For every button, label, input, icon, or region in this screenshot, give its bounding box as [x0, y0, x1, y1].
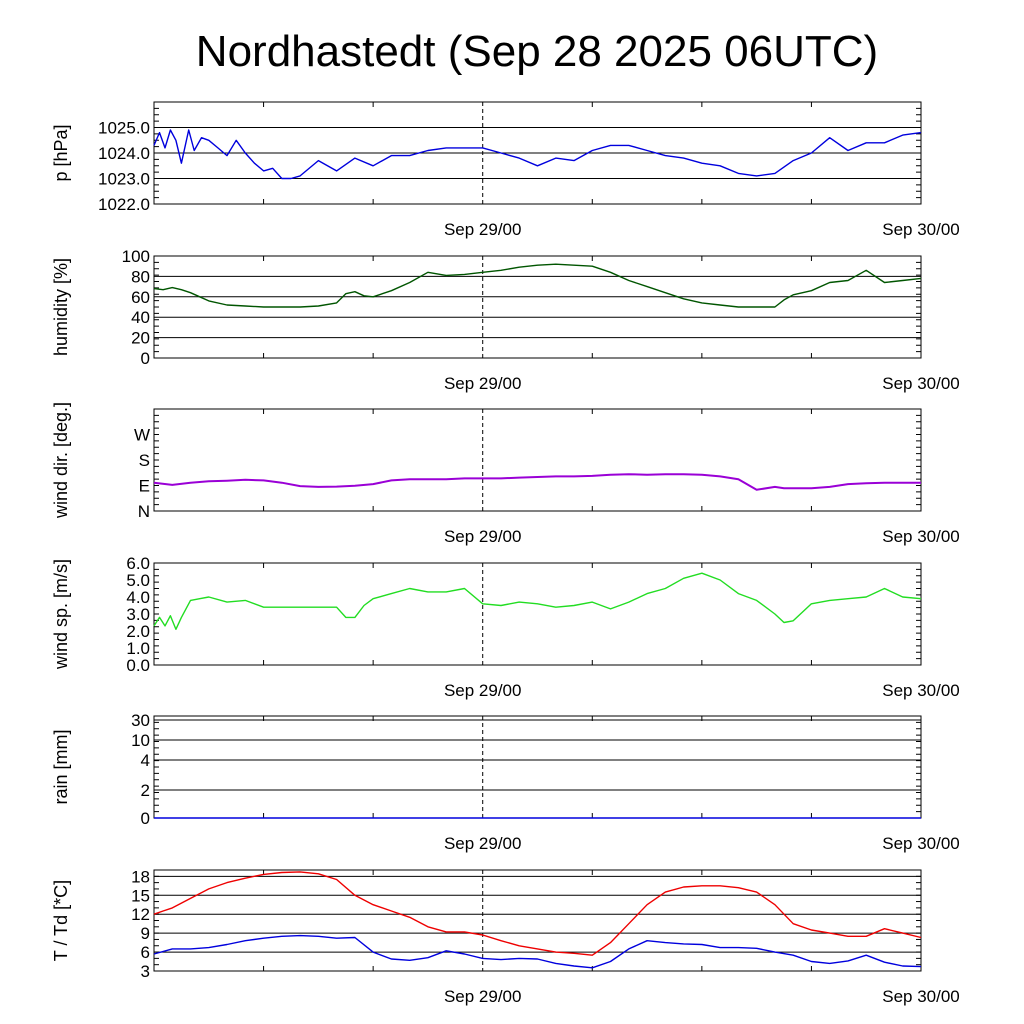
rain-ytick-label: 2: [141, 781, 150, 800]
wind-dir-ylabel: wind dir. [deg.]: [51, 402, 71, 519]
temperature-frame: [153, 869, 922, 972]
wind-speed-ytick-label: 0.0: [126, 656, 150, 675]
chart-title: Nordhastedt (Sep 28 2025 06UTC): [196, 27, 878, 76]
wind-speed-frame: [153, 562, 922, 666]
wind-speed-ytick-label: 2.0: [126, 622, 150, 641]
pressure-xtick-label: Sep 29/00: [444, 220, 522, 239]
pressure-series-line-0: [153, 129, 922, 180]
wind-speed-ytick-label: 6.0: [126, 554, 150, 573]
temperature-xtick-label: Sep 29/00: [444, 987, 522, 1006]
pressure-ytick-label: 1022.0: [98, 195, 150, 214]
humidity-ytick-label: 0: [141, 349, 150, 368]
wind-speed-ytick-label: 3.0: [126, 605, 150, 624]
rain-xtick-label: Sep 29/00: [444, 834, 522, 853]
wind-speed-ylabel: wind sp. [m/s]: [51, 559, 71, 670]
humidity-ytick-label: 40: [131, 308, 150, 327]
wind-dir-ytick-label: W: [134, 426, 150, 445]
wind-speed-xtick-label: Sep 30/00: [882, 681, 960, 700]
humidity-ytick-label: 80: [131, 267, 150, 286]
temperature-series-line-1: [153, 934, 922, 969]
wind-speed-ytick-label: 1.0: [126, 639, 150, 658]
temperature-ytick-label: 15: [131, 886, 150, 905]
temperature-ytick-label: 18: [131, 867, 150, 886]
humidity-ytick-label: 20: [131, 329, 150, 348]
rain-ytick-label: 10: [131, 731, 150, 750]
temperature-series-line-0: [153, 871, 922, 956]
wind-dir-xtick-label: Sep 29/00: [444, 527, 522, 546]
wind-speed-xtick-label: Sep 29/00: [444, 681, 522, 700]
humidity-ytick-label: 60: [131, 288, 150, 307]
pressure-ylabel: p [hPa]: [51, 124, 71, 181]
humidity-xtick-label: Sep 29/00: [444, 374, 522, 393]
temperature-ytick-label: 6: [141, 943, 150, 962]
wind-speed-series-line-0: [153, 572, 922, 630]
humidity-ylabel: humidity [%]: [51, 258, 71, 356]
wind-dir-series-line-0: [153, 473, 921, 491]
rain-frame: [153, 715, 922, 819]
pressure-ytick-label: 1025.0: [98, 119, 150, 138]
wind-dir-ytick-label: N: [138, 502, 150, 521]
pressure-panel: 1022.0 1023.0 1024.0 1025.0 p [hPa] Sep 29/00…: [51, 101, 960, 239]
pressure-ytick-label: 1023.0: [98, 170, 150, 189]
temperature-xtick-label: Sep 30/00: [882, 987, 960, 1006]
wind-dir-frame: [153, 408, 922, 512]
wind-speed-ytick-label: 4.0: [126, 588, 150, 607]
wind-dir-ytick-label: E: [139, 477, 150, 496]
wind-speed-panel: 0.01.02.03.04.05.06.0 wind sp. [m/s] Sep 2…: [51, 554, 960, 700]
temperature-ytick-label: 12: [131, 905, 150, 924]
pressure-xtick-label: Sep 30/00: [882, 220, 960, 239]
temperature-ytick-label: 3: [141, 962, 150, 981]
wind-dir-xtick-label: Sep 30/00: [882, 527, 960, 546]
pressure-ytick-label: 1024.0: [98, 144, 150, 163]
humidity-ytick-label: 100: [122, 247, 150, 266]
temperature-ytick-label: 9: [141, 924, 150, 943]
rain-ytick-label: 0: [141, 809, 150, 828]
temperature-ylabel: T / Td [*C]: [51, 880, 71, 961]
rain-ylabel: rain [mm]: [51, 729, 71, 804]
wind-speed-ytick-label: 5.0: [126, 571, 150, 590]
rain-ytick-label: 30: [131, 711, 150, 730]
rain-ytick-label: 4: [141, 751, 150, 770]
wind-dir-ytick-label: S: [139, 451, 150, 470]
rain-xtick-label: Sep 30/00: [882, 834, 960, 853]
humidity-xtick-label: Sep 30/00: [882, 374, 960, 393]
humidity-series-line-0: [153, 263, 922, 308]
